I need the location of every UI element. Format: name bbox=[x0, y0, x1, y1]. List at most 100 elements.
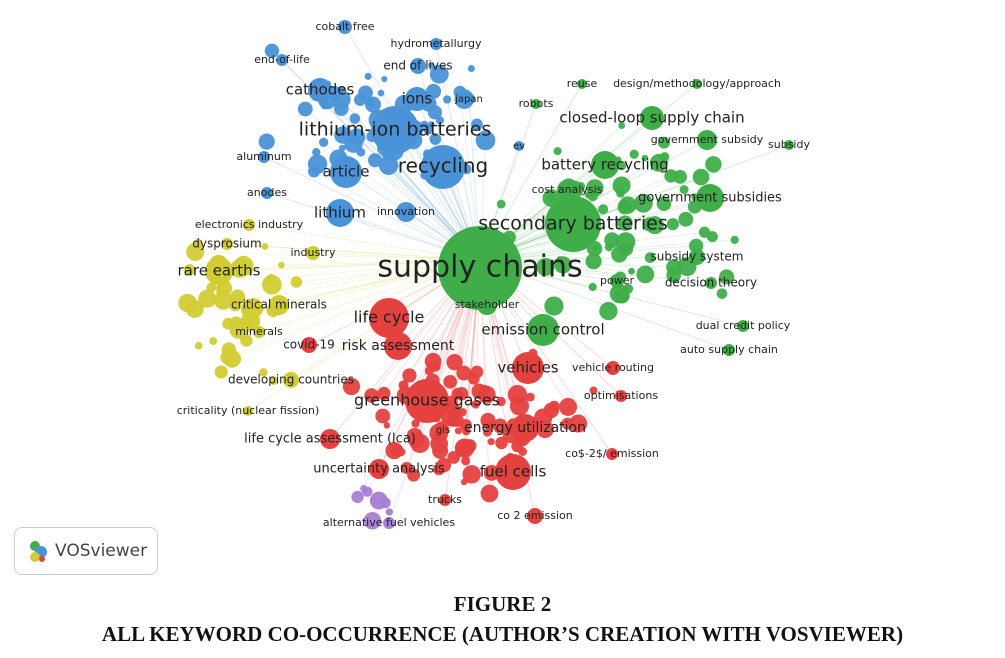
keyword-node bbox=[383, 517, 395, 529]
node-bubble bbox=[332, 90, 351, 109]
keyword-label: critical minerals bbox=[231, 298, 327, 312]
keyword-label: gis bbox=[436, 425, 450, 436]
keyword-node bbox=[557, 180, 577, 200]
node-bubble bbox=[454, 427, 462, 435]
link bbox=[195, 251, 481, 261]
node-bubble bbox=[470, 365, 484, 379]
keyword-label: ions bbox=[402, 90, 433, 108]
keyword-label: greenhouse gases bbox=[354, 391, 500, 410]
keyword-label: government subsidy bbox=[651, 133, 764, 146]
keyword-label: power bbox=[600, 274, 634, 287]
keyword-node bbox=[437, 424, 449, 436]
node-bubble bbox=[442, 95, 452, 104]
node-bubble bbox=[525, 392, 535, 402]
keyword-label: cathodes bbox=[286, 81, 355, 99]
node-bubble bbox=[443, 374, 458, 389]
node-bubble bbox=[456, 365, 472, 381]
node-bubble bbox=[692, 168, 710, 186]
node-bubble bbox=[664, 169, 678, 183]
node-bubble bbox=[617, 215, 633, 231]
node-bubble bbox=[242, 298, 259, 316]
keyword-label: covid-19 bbox=[283, 338, 335, 352]
keyword-node bbox=[692, 79, 702, 89]
node-bubble bbox=[365, 96, 382, 113]
keyword-label: article bbox=[322, 163, 369, 181]
keyword-node bbox=[396, 202, 416, 222]
node-bubble bbox=[475, 130, 496, 151]
node-bubble bbox=[264, 43, 280, 59]
link bbox=[327, 99, 481, 261]
node-bubble bbox=[480, 484, 499, 503]
node-bubble bbox=[644, 252, 656, 263]
node-bubble bbox=[487, 438, 495, 446]
node-bubble bbox=[377, 89, 385, 97]
keyword-label: government subsidies bbox=[638, 191, 782, 206]
node-bubble bbox=[297, 101, 313, 117]
node-bubble bbox=[559, 397, 578, 416]
keyword-node bbox=[371, 106, 419, 154]
node-bubble bbox=[402, 368, 417, 383]
keyword-node bbox=[591, 151, 619, 179]
node-bubble bbox=[463, 439, 477, 453]
node-bubble bbox=[429, 133, 442, 145]
keyword-node bbox=[606, 448, 618, 460]
keyword-label: robots bbox=[519, 97, 554, 110]
node-bubble bbox=[554, 256, 572, 274]
node-bubble bbox=[642, 217, 658, 232]
keyword-label: lithium bbox=[314, 204, 366, 222]
keyword-bubbles bbox=[205, 20, 794, 529]
keyword-node bbox=[512, 352, 544, 384]
node-bubble bbox=[576, 181, 586, 191]
keyword-label: decision theory bbox=[665, 276, 757, 290]
keyword-label: industry bbox=[290, 246, 336, 259]
keyword-node bbox=[438, 226, 522, 310]
node-bubble bbox=[423, 124, 434, 135]
keyword-label: subsidy bbox=[768, 138, 810, 151]
keyword-label: ev bbox=[513, 141, 525, 152]
node-bubble bbox=[483, 427, 492, 437]
keyword-label: cobalt free bbox=[315, 20, 374, 33]
node-bubble bbox=[278, 261, 285, 269]
keyword-node bbox=[258, 151, 270, 163]
node-bubble bbox=[636, 265, 655, 284]
node-bubble bbox=[364, 72, 372, 80]
node-bubble bbox=[214, 365, 228, 379]
node-bubble bbox=[604, 243, 614, 252]
keyword-node bbox=[439, 494, 451, 506]
keyword-node bbox=[410, 58, 426, 74]
node-bubble bbox=[547, 192, 557, 202]
keyword-label: auto supply chain bbox=[680, 343, 778, 356]
node-bubble bbox=[598, 204, 609, 215]
keyword-node bbox=[514, 141, 524, 151]
keyword-label: criticality (nuclear fission) bbox=[177, 404, 320, 417]
keyword-label: developing countries bbox=[228, 373, 354, 387]
node-bubble bbox=[450, 405, 462, 416]
link bbox=[232, 259, 481, 360]
node-bubble bbox=[318, 137, 329, 147]
keyword-label: minerals bbox=[235, 325, 283, 338]
keyword-label: closed-loop supply chain bbox=[559, 109, 744, 127]
keyword-label: risk assessment bbox=[342, 338, 455, 354]
node-bubble bbox=[307, 154, 328, 174]
keyword-node bbox=[205, 257, 233, 285]
node-bubble bbox=[544, 296, 564, 316]
keyword-label: emission control bbox=[481, 321, 604, 339]
node-bubble bbox=[569, 414, 588, 433]
keyword-node bbox=[306, 246, 320, 260]
node-bubble bbox=[230, 289, 246, 305]
node-bubble bbox=[689, 238, 704, 253]
node-bubble bbox=[206, 282, 217, 293]
node-bubble bbox=[679, 185, 689, 195]
node-bubble bbox=[616, 188, 625, 198]
keyword-node bbox=[705, 277, 717, 289]
keyword-node bbox=[301, 337, 317, 353]
keyword-label: dysprosium bbox=[192, 237, 261, 251]
keyword-node bbox=[545, 196, 601, 252]
keyword-label: alternative fuel vehicles bbox=[323, 516, 455, 529]
keyword-node bbox=[243, 219, 255, 231]
node-bubble bbox=[586, 179, 604, 197]
figure-number: FIGURE 2 bbox=[453, 592, 552, 616]
keyword-node bbox=[369, 459, 389, 479]
keyword-node bbox=[527, 508, 543, 524]
keyword-label: reuse bbox=[567, 77, 598, 90]
